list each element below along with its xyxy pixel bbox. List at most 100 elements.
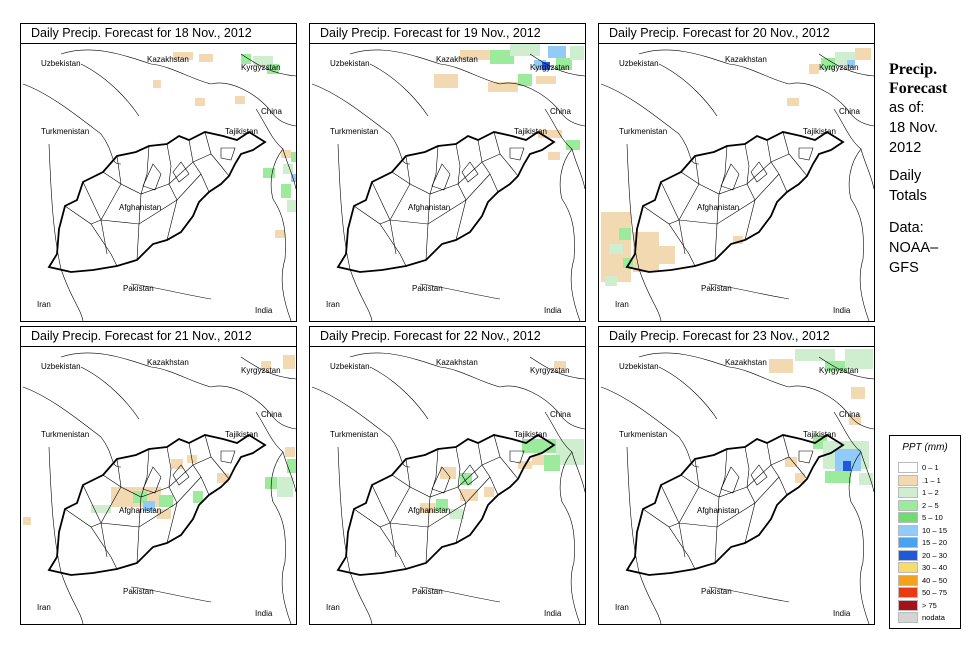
country-label: China — [839, 410, 860, 419]
country-border — [349, 352, 501, 388]
country-border — [848, 451, 870, 624]
legend-swatch — [898, 487, 918, 498]
country-border — [337, 446, 373, 624]
precip-cell — [283, 355, 295, 369]
legend-label: 50 – 75 — [922, 588, 948, 597]
precip-map: Uzbekistan Kazakhstan Kyrgyzstan China Turkm… — [22, 352, 296, 624]
province-border — [782, 131, 808, 177]
province-border — [371, 173, 491, 225]
province-border — [425, 223, 429, 261]
precip-cell — [845, 349, 873, 369]
province-border — [427, 448, 439, 528]
precip-map: Uzbekistan Kazakhstan Kyrgyzstan China Turkm… — [600, 48, 874, 321]
precip-cell — [847, 60, 855, 68]
precip-cell — [23, 517, 31, 525]
province-border — [455, 199, 467, 241]
precip-cell — [536, 76, 556, 84]
province-border — [493, 131, 519, 177]
country-border — [22, 386, 122, 468]
legend-row: nodata — [898, 612, 945, 623]
country-border — [311, 386, 411, 468]
precip-map: Uzbekistan Kazakhstan Kyrgyzstan China Turkm… — [22, 49, 296, 321]
precip-cell — [769, 359, 793, 373]
country-label: Pakistan — [412, 284, 443, 293]
precip-cell — [153, 80, 161, 88]
country-label: Turkmenistan — [330, 430, 378, 439]
precip-cell — [434, 74, 458, 88]
country-border — [848, 148, 870, 321]
panel-title: Daily Precip. Forecast for 19 Nov., 2012 — [310, 24, 585, 44]
legend-swatch — [898, 462, 918, 473]
province-border — [668, 458, 700, 528]
province-border — [172, 464, 190, 486]
province-border — [744, 199, 756, 241]
country-border — [240, 53, 296, 77]
precip-cell — [281, 150, 291, 158]
country-label: Iran — [615, 603, 629, 612]
precip-map: Uzbekistan Kazakhstan Kyrgyzstan China Turkm… — [600, 349, 874, 624]
country-border — [529, 356, 585, 380]
precip-cell — [623, 258, 633, 268]
province-border — [389, 522, 397, 558]
precip-cell — [460, 489, 478, 501]
country-border — [638, 352, 790, 388]
country-label: China — [550, 107, 571, 116]
country-border — [708, 283, 790, 300]
precip-map: Uzbekistan Kazakhstan Kyrgyzstan China Turkm… — [311, 44, 585, 321]
country-border — [60, 49, 212, 85]
country-label: Afghanistan — [408, 203, 450, 212]
panel-title: Daily Precip. Forecast for 23 Nov., 2012 — [599, 327, 874, 347]
province-border — [493, 434, 519, 480]
precip-cell — [795, 349, 835, 361]
precip-cell — [518, 74, 532, 86]
precip-cell — [217, 473, 229, 483]
country-border — [22, 83, 122, 165]
afghanistan-outline — [336, 130, 556, 273]
afghanistan-outline — [625, 130, 845, 273]
precip-cell — [263, 168, 275, 178]
country-border — [48, 446, 84, 624]
country-label: Uzbekistan — [619, 59, 659, 68]
province-border — [64, 205, 118, 267]
province-border — [431, 466, 451, 494]
side-daily-2: Totals — [889, 188, 927, 204]
province-border — [798, 450, 814, 464]
afghanistan-outline — [336, 433, 556, 576]
country-label: Kazakhstan — [147, 55, 189, 64]
precip-cell — [436, 499, 448, 511]
province-border — [782, 434, 808, 480]
precip-cell — [488, 82, 518, 92]
legend-swatch — [898, 574, 918, 586]
precip-cell — [795, 473, 805, 483]
province-border — [714, 223, 718, 261]
precip-cell — [733, 236, 743, 244]
afghanistan-outline — [47, 130, 267, 273]
country-label: Turkmenistan — [619, 127, 667, 136]
precip-cell — [566, 140, 580, 150]
country-border — [626, 143, 662, 321]
country-label: Afghanistan — [119, 506, 161, 515]
country-border — [818, 356, 874, 380]
side-info: Precip. Forecast as of: 18 Nov. 2012 Dai… — [889, 60, 969, 278]
province-border — [678, 522, 686, 558]
province-border — [188, 442, 210, 496]
country-border — [337, 143, 373, 321]
forecast-map-panel: Daily Precip. Forecast for 18 Nov., 2012… — [20, 23, 297, 322]
province-border — [172, 161, 190, 183]
province-border — [102, 456, 212, 498]
country-label: India — [833, 609, 851, 618]
country-border — [638, 49, 790, 85]
province-border — [166, 143, 178, 201]
country-label: India — [544, 306, 562, 315]
province-border — [389, 219, 397, 255]
precip-cell — [522, 439, 562, 453]
province-border — [90, 155, 122, 225]
province-border — [720, 163, 740, 191]
country-border — [600, 83, 700, 165]
country-border — [818, 53, 874, 77]
precip-cell — [851, 387, 865, 399]
province-border — [716, 448, 728, 528]
precip-cell — [91, 505, 111, 513]
precip-cell — [843, 461, 851, 471]
forecast-map-panel: Daily Precip. Forecast for 21 Nov., 2012… — [20, 326, 297, 625]
